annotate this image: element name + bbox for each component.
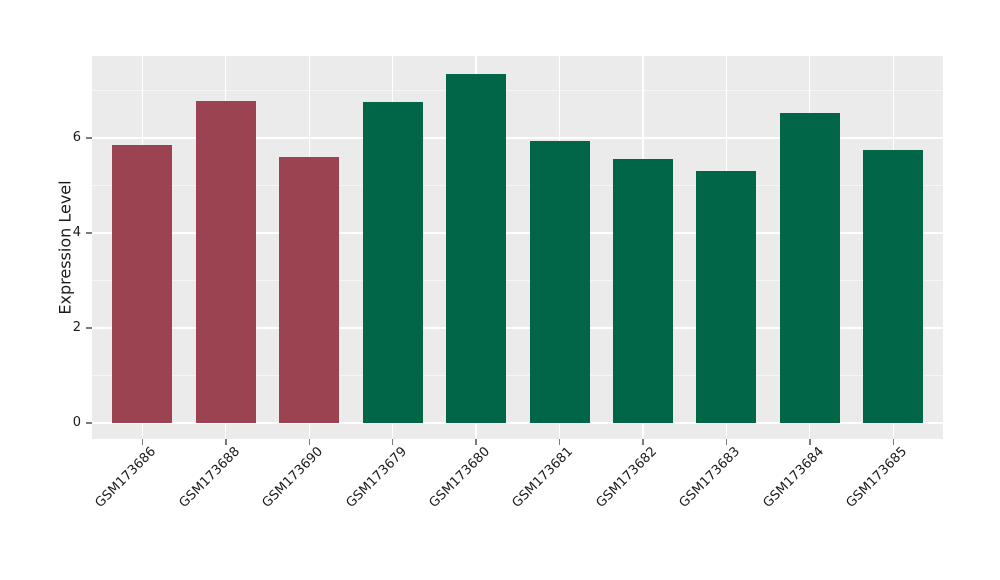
y-tick-label: 4 [72,225,81,240]
bar-GSM173682 [612,158,673,423]
x-tick-mark [558,439,561,445]
x-tick-label: GSM173682 [593,444,660,511]
x-tick-mark [225,439,227,445]
x-tick-mark [391,439,394,445]
x-tick-mark [892,439,894,445]
major-gridline [92,232,943,234]
y-tick-label: 6 [72,130,81,145]
x-tick-label: GSM173688 [176,444,243,511]
minor-gridline [92,90,943,91]
y-tick-label: 0 [72,415,81,430]
plot-area [92,56,943,439]
x-tick-mark [642,439,644,445]
y-tick-label: 2 [72,320,81,335]
x-tick-label: GSM173679 [343,444,410,511]
minor-gridline [92,280,943,281]
y-axis-title-text: Expression Level [55,179,75,315]
x-tick-mark [308,439,310,445]
bar-GSM173679 [362,102,423,423]
y-tick-mark [86,137,92,139]
x-tick-label: GSM173685 [843,444,911,511]
major-gridline [92,327,943,329]
x-tick-mark [141,439,144,445]
x-tick-label: GSM173690 [259,444,327,511]
major-gridline [92,137,943,139]
x-tick-label: GSM173683 [676,444,744,511]
y-tick-mark [86,232,92,234]
bar-GSM173683 [696,171,757,423]
y-tick-mark [86,422,92,424]
major-gridline [92,422,943,424]
x-tick-label: GSM173684 [760,444,827,511]
minor-gridline [92,375,943,376]
x-tick-label: GSM173686 [92,444,160,511]
bar-GSM173681 [529,141,590,423]
bar-GSM173686 [112,144,173,423]
x-tick-label: GSM173680 [426,444,494,511]
bar-GSM173685 [863,150,924,423]
bar-GSM173690 [279,157,340,423]
x-tick-label: GSM173681 [509,444,577,511]
x-tick-mark [725,439,728,445]
bar-GSM173684 [779,112,840,423]
minor-gridline [92,185,943,186]
x-tick-mark [475,439,477,445]
bar-GSM173688 [195,101,256,423]
y-tick-mark [86,327,92,329]
bar-GSM173680 [446,74,507,423]
x-tick-mark [809,439,811,445]
